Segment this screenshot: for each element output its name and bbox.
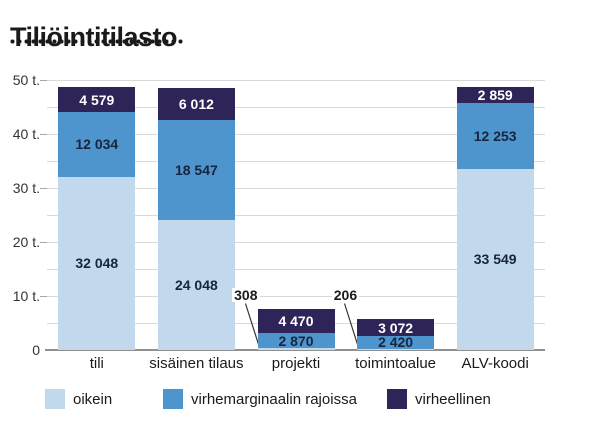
- bar-segment-virheellinen-4: [456, 87, 534, 103]
- legend-item-virheellinen: virheellinen: [387, 389, 491, 409]
- title-dotted-underline: [10, 39, 183, 44]
- callout-leader-line: [344, 303, 360, 348]
- bar-segment-virhemarginaalin-3: [357, 335, 435, 349]
- bar-segment-virheellinen-3: [357, 319, 435, 336]
- y-axis-tick-label: 30 t.: [12, 180, 40, 196]
- bar-segment-oikein-4: [456, 168, 534, 350]
- x-axis-category-label: tili: [89, 355, 104, 372]
- legend-item-virhemarginaalin-rajoissa: virhemarginaalin rajoissa: [163, 389, 357, 409]
- y-axis-tick: [40, 295, 47, 297]
- y-axis-tick: [40, 241, 47, 243]
- bar-segment-virhemarginaalin-0: [58, 111, 136, 177]
- callout-value-label: 206: [331, 287, 360, 303]
- gridline: [47, 133, 545, 135]
- bar-segment-oikein-3: [357, 348, 435, 350]
- legend-label-virhemarginaalin-rajoissa: virhemarginaalin rajoissa: [191, 390, 357, 408]
- bar-value-label: 4 470: [278, 312, 314, 329]
- bar-value-label: 4 579: [79, 91, 115, 108]
- x-axis-category-label: ALV-koodi: [461, 355, 529, 372]
- bar-segment-oikein-0: [58, 176, 136, 350]
- legend-label-oikein: oikein: [73, 390, 113, 408]
- chart-title: Tiliöintitilasto: [10, 22, 178, 53]
- gridline: [47, 295, 545, 297]
- y-axis-tick-label: 0: [32, 342, 40, 358]
- bar-segment-virhemarginaalin-4: [456, 102, 534, 169]
- bar-segment-virheellinen-1: [157, 87, 235, 120]
- legend-swatch-oikein: [45, 389, 65, 409]
- y-axis-tick-label: 20 t.: [12, 234, 40, 250]
- legend-swatch-virhemarginaalin-rajoissa: [163, 389, 183, 409]
- bar-value-label: 24 048: [174, 277, 218, 294]
- y-axis-tick: [40, 187, 47, 189]
- bar-value-label: 2 420: [378, 334, 414, 351]
- y-axis-tick-label: 50 t.: [12, 72, 40, 88]
- bar-value-label: 3 072: [378, 319, 414, 336]
- bar-value-label: 33 549: [473, 251, 517, 268]
- x-axis-category-label: toimintoalue: [355, 355, 437, 372]
- bar-value-label: 12 034: [75, 136, 119, 153]
- bar-segment-oikein-2: [257, 348, 335, 350]
- bar-segment-virheellinen-0: [58, 87, 136, 112]
- gridline: [47, 187, 545, 189]
- bar-value-label: 12 253: [473, 127, 517, 144]
- bar-segment-oikein-1: [157, 220, 235, 350]
- legend-swatch-virheellinen: [387, 389, 407, 409]
- callout-leader-line: [244, 303, 260, 348]
- bar-segment-virheellinen-2: [257, 308, 335, 333]
- gridline: [47, 268, 545, 270]
- y-axis-tick: [40, 133, 47, 135]
- bar-value-label: 2 870: [278, 332, 314, 349]
- bar-segment-virhemarginaalin-1: [157, 119, 235, 221]
- gridline: [47, 160, 545, 162]
- x-axis-category-label: sisäinen tilaus: [149, 355, 244, 372]
- bar-value-label: 6 012: [178, 95, 214, 112]
- bar-value-label: 18 547: [174, 162, 218, 179]
- bar-segment-virhemarginaalin-2: [257, 332, 335, 349]
- legend-label-virheellinen: virheellinen: [415, 390, 491, 408]
- x-axis-line: [45, 349, 545, 351]
- y-axis-tick-label: 10 t.: [12, 288, 40, 304]
- y-axis-tick: [40, 79, 47, 81]
- legend-item-oikein: oikein: [45, 389, 112, 409]
- gridline: [47, 241, 545, 243]
- bar-value-label: 32 048: [75, 255, 119, 272]
- gridline: [47, 79, 545, 81]
- x-axis-category-label: projekti: [271, 355, 321, 372]
- gridline: [47, 106, 545, 108]
- gridline: [47, 214, 545, 216]
- callout-value-label: 308: [232, 287, 260, 303]
- y-axis-tick-label: 40 t.: [12, 126, 40, 142]
- bar-value-label: 2 859: [477, 86, 513, 103]
